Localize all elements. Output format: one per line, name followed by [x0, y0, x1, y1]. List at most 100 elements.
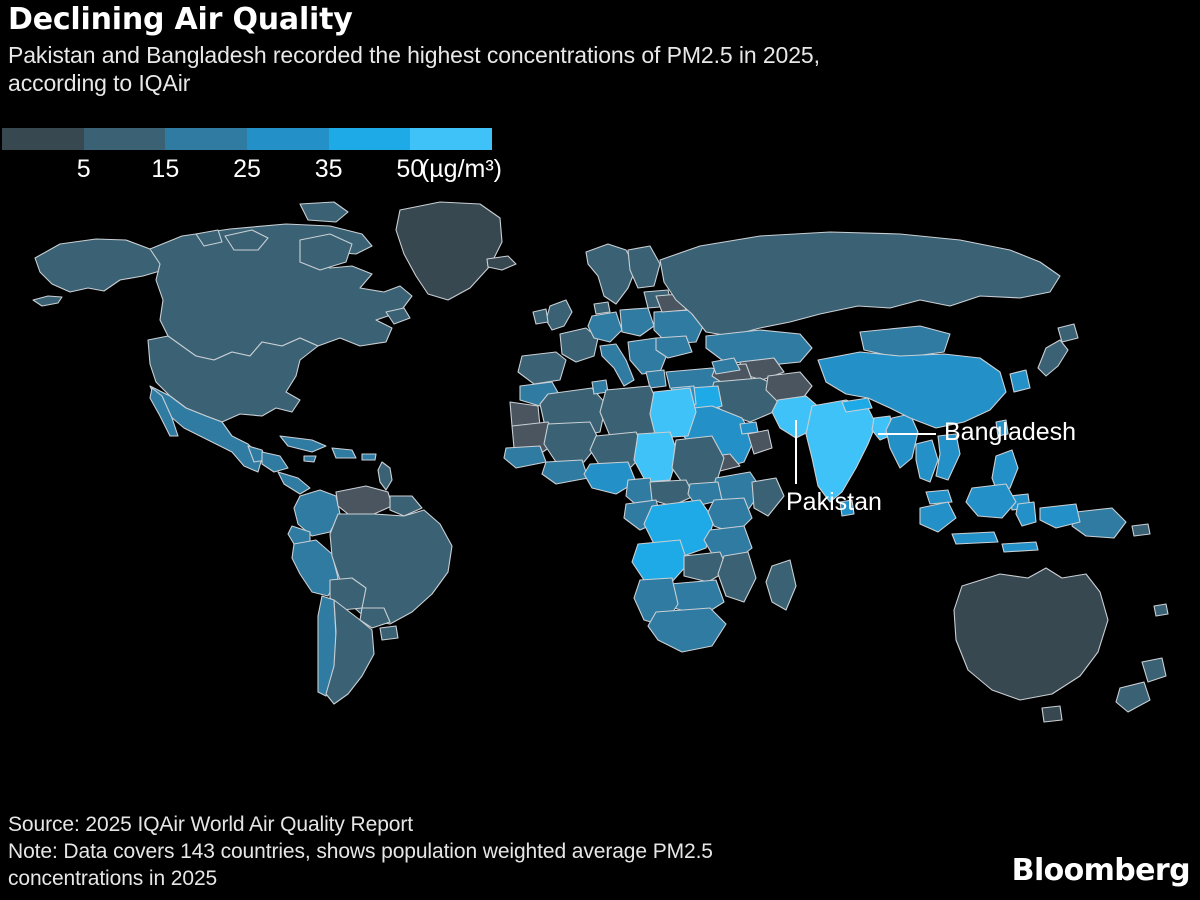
country-hispaniola[interactable] [331, 447, 357, 459]
country-china[interactable] [817, 351, 1007, 429]
annotation-pakistan: Pakistan [786, 488, 882, 516]
country-banks-island [195, 229, 223, 247]
country-sumatra[interactable] [919, 501, 957, 533]
country-greece[interactable] [645, 369, 667, 389]
country-lesser-sunda [1001, 541, 1039, 553]
chart-subtitle: Pakistan and Bangladesh recorded the hig… [8, 41, 1192, 97]
country-malaysia[interactable] [925, 489, 953, 505]
note-text-line-2: concentrations in 2025 [8, 867, 218, 890]
page-title: Declining Air Quality [8, 2, 353, 37]
country-japan[interactable] [1037, 339, 1069, 377]
country-paraguay[interactable] [359, 607, 391, 629]
country-cuba[interactable] [279, 435, 327, 453]
map-country-layer [32, 201, 1169, 723]
country-madagascar[interactable] [765, 559, 797, 611]
country-venezuela[interactable] [335, 485, 393, 515]
pakistan-leader-line [795, 420, 797, 484]
country-uae-qatar[interactable] [739, 421, 759, 435]
note-text-line-1: Note: Data covers 143 countries, shows p… [8, 840, 713, 863]
country-nigeria[interactable] [583, 461, 637, 495]
country-jamaica [303, 455, 317, 463]
country-baffin-island [299, 233, 353, 271]
country-norway-sweden[interactable] [585, 243, 637, 305]
country-peru[interactable] [291, 539, 339, 597]
country-aleutians [32, 295, 63, 307]
chart-subtitle-line-1: Pakistan and Bangladesh recorded the hig… [8, 42, 820, 68]
country-mexico[interactable] [149, 385, 263, 473]
country-senegal-guinea[interactable] [503, 445, 547, 469]
country-costa-rica-panama[interactable] [277, 471, 311, 495]
country-tasmania [1041, 705, 1063, 723]
country-mozambique[interactable] [717, 551, 757, 603]
country-ireland[interactable] [532, 308, 549, 325]
country-car[interactable] [649, 479, 695, 507]
country-new-zealand-south[interactable] [1115, 681, 1151, 713]
country-ivory-coast-ghana[interactable] [541, 459, 589, 485]
country-poland[interactable] [619, 307, 655, 337]
country-angola[interactable] [631, 539, 689, 585]
country-argentina[interactable] [325, 599, 375, 705]
legend-tick-25: 25 [233, 155, 261, 183]
country-borneo[interactable] [965, 483, 1017, 519]
country-italy[interactable] [599, 343, 635, 387]
country-vietnam[interactable] [935, 433, 961, 481]
country-greenland[interactable] [395, 201, 503, 301]
country-fiji-pacific [1153, 603, 1169, 617]
country-canada[interactable] [149, 223, 413, 361]
country-baja-california [149, 387, 179, 437]
country-russia[interactable] [659, 231, 1061, 337]
country-iceland[interactable] [486, 255, 517, 271]
country-chad[interactable] [633, 431, 679, 483]
country-egypt[interactable] [649, 387, 697, 439]
country-nepal[interactable] [841, 397, 873, 413]
legend-tick-15: 15 [151, 155, 180, 183]
country-japan-north [1057, 323, 1079, 343]
country-myanmar[interactable] [885, 413, 919, 469]
country-taiwan [995, 419, 1009, 437]
country-ellesmere-island [299, 201, 349, 223]
country-java[interactable] [951, 531, 999, 545]
world-choropleth-map[interactable]: Pakistan Bangladesh [0, 196, 1200, 796]
country-sulawesi [1015, 501, 1037, 527]
country-france[interactable] [559, 327, 599, 363]
country-philippines[interactable] [991, 449, 1019, 495]
legend-tick-labels: 5 15 25 35 50 (µg/m³) [2, 154, 602, 188]
country-thailand[interactable] [915, 439, 939, 483]
country-new-zealand-north[interactable] [1141, 657, 1167, 683]
country-romania-bulgaria[interactable] [655, 335, 693, 359]
country-mongolia[interactable] [859, 325, 951, 359]
country-australia[interactable] [953, 567, 1109, 701]
country-puerto-rico [361, 453, 377, 461]
chart-footer: Source: 2025 IQAir World Air Quality Rep… [8, 811, 1008, 892]
country-guyanas[interactable] [389, 495, 423, 517]
country-united-kingdom[interactable] [545, 299, 573, 331]
country-south-africa[interactable] [647, 607, 727, 653]
country-honduras-nicaragua[interactable] [261, 451, 289, 473]
country-alaska[interactable] [34, 238, 166, 293]
country-germany[interactable] [587, 311, 623, 343]
legend-swatch-2 [83, 128, 166, 150]
country-caucasus[interactable] [711, 357, 741, 375]
country-korea[interactable] [1009, 369, 1031, 393]
country-papua-new-guinea[interactable] [1071, 507, 1127, 539]
country-western-sahara[interactable] [509, 401, 541, 427]
legend: 5 15 25 35 50 (µg/m³) [2, 128, 602, 188]
country-mali[interactable] [543, 421, 601, 463]
country-oman[interactable] [747, 429, 773, 455]
bangladesh-leader-line [878, 433, 936, 435]
country-colombia[interactable] [293, 489, 341, 537]
country-somalia[interactable] [751, 477, 785, 517]
legend-tick-35: 35 [314, 155, 343, 183]
country-spain-portugal[interactable] [517, 351, 567, 385]
country-sri-lanka [839, 499, 855, 517]
chart-subtitle-line-2: according to IQAir [8, 70, 191, 96]
country-zambia[interactable] [683, 551, 729, 583]
country-india[interactable] [805, 399, 877, 503]
country-finland[interactable] [627, 245, 661, 289]
country-new-guinea-west[interactable] [1039, 503, 1081, 529]
country-denmark[interactable] [593, 301, 611, 315]
country-uruguay[interactable] [379, 625, 399, 641]
country-kazakhstan[interactable] [705, 329, 813, 367]
legend-tick-5: 5 [76, 155, 91, 183]
